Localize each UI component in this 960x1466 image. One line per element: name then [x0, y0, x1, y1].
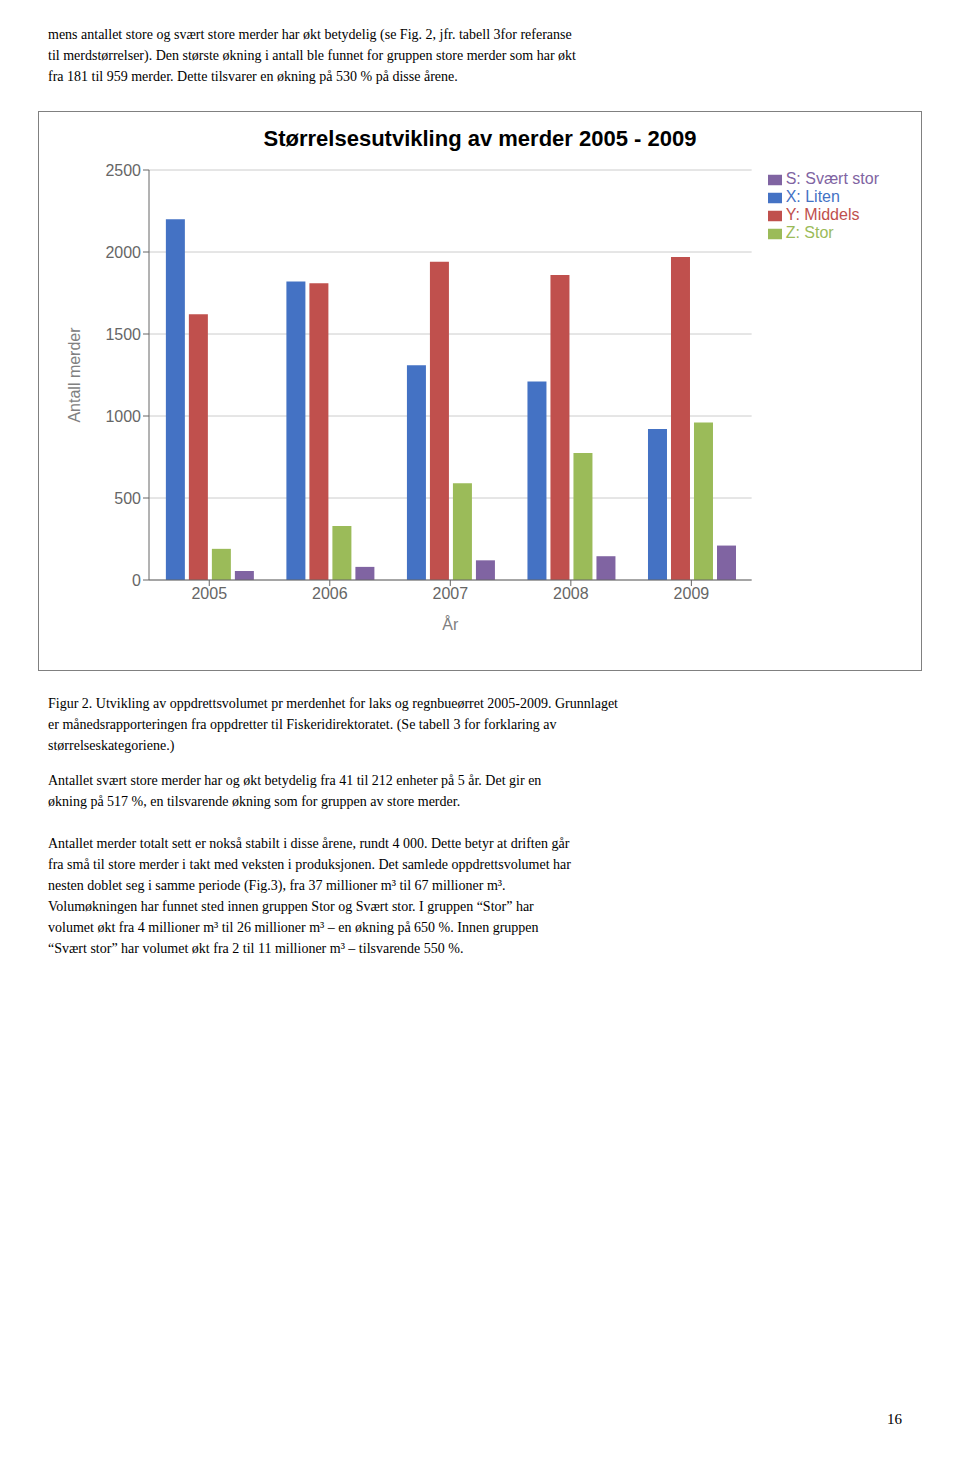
svg-text:2008: 2008 — [553, 585, 589, 602]
html-text:Antallet merder totalt sett er: Antallet merder totalt sett er nokså sta… — [48, 836, 570, 851]
svg-text:År: År — [442, 615, 459, 633]
html-text:16: 16 — [887, 1411, 902, 1427]
html-text:Volumøkningen har funnet sted: Volumøkningen har funnet sted innen grup… — [48, 899, 534, 914]
html-text:“Svært stor” har volumet økt f: “Svært stor” har volumet økt fra 2 til 1… — [48, 941, 464, 956]
html-text:X: Liten: X: Liten — [785, 188, 840, 205]
html-text:økning på 517 %, en tilsvarend: økning på 517 %, en tilsvarende økning s… — [48, 794, 461, 809]
html-text:Z: Stor: Z: Stor — [785, 224, 834, 241]
html-text:Størrelsesutvikling av merder: Størrelsesutvikling av merder 2005 - 200… — [263, 126, 697, 151]
svg-text:500: 500 — [114, 490, 141, 507]
html-text:er månedsrapporteringen fra op: er månedsrapporteringen fra oppdretter t… — [48, 717, 557, 732]
html-text:S: Svært stor: S: Svært stor — [785, 170, 879, 187]
svg-text:2000: 2000 — [105, 244, 141, 261]
svg-text:2006: 2006 — [312, 585, 348, 602]
svg-text:0: 0 — [132, 572, 141, 589]
html-text:mens antallet store og svært s: mens antallet store og svært store merde… — [48, 27, 572, 42]
svg-text:Antall merder: Antall merder — [66, 327, 83, 423]
html-text:Y: Middels: Y: Middels — [785, 206, 860, 223]
html-text:Figur 2. Utvikling av oppdrett: Figur 2. Utvikling av oppdrettsvolumet p… — [48, 696, 618, 711]
html-text:Antallet svært store merder ha: Antallet svært store merder har og økt b… — [48, 773, 542, 788]
svg-text:2007: 2007 — [433, 585, 469, 602]
html-text:til merdstørrelser). Den størs: til merdstørrelser). Den største økning … — [48, 48, 576, 63]
svg-text:1000: 1000 — [105, 408, 141, 425]
svg-text:2005: 2005 — [191, 585, 227, 602]
html-text:størrelseskategoriene.): størrelseskategoriene.) — [48, 738, 175, 753]
html-text:fra 181 til 959 merder. Dette: fra 181 til 959 merder. Dette tilsvarer … — [48, 69, 458, 84]
html-text:nesten doblet seg i samme peri: nesten doblet seg i samme periode (Fig.3… — [48, 878, 506, 893]
svg-text:2009: 2009 — [674, 585, 710, 602]
svg-text:1500: 1500 — [105, 326, 141, 343]
svg-text:2500: 2500 — [105, 162, 141, 179]
html-text:volumet økt fra 4 millioner m³: volumet økt fra 4 millioner m³ til 26 mi… — [48, 920, 539, 935]
html-text:fra små til store merder i tak: fra små til store merder i takt med veks… — [48, 857, 571, 872]
